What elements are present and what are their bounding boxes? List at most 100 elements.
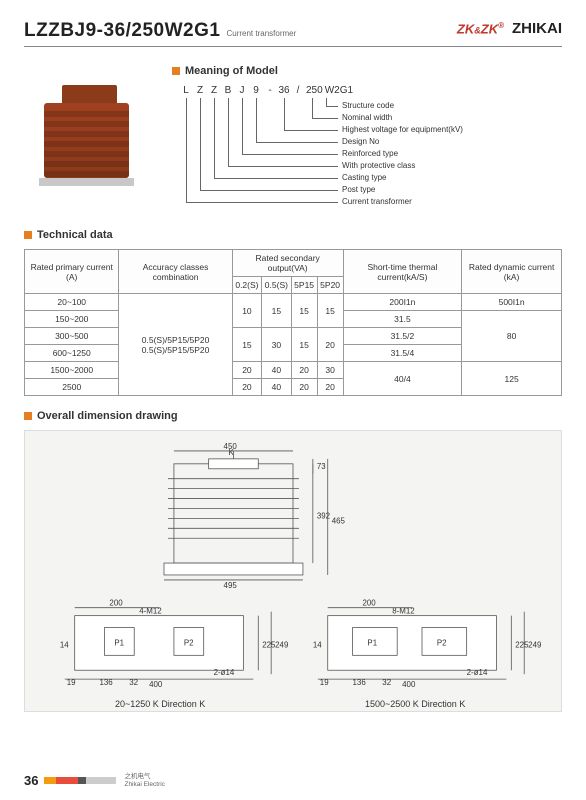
dim-14r: 14 xyxy=(313,640,322,649)
meaning-label: Design No xyxy=(342,137,379,146)
model-char: / xyxy=(292,85,304,96)
dim-465: 465 xyxy=(332,516,346,525)
dim-225r: 225 xyxy=(515,640,529,649)
dim-p1l: P1 xyxy=(114,638,124,647)
page-footer: 36 之机电气Zhikai Electric xyxy=(24,773,165,788)
table-cell: 20~100 xyxy=(25,294,119,311)
th-5p20: 5P20 xyxy=(317,277,343,294)
table-cell: 30 xyxy=(317,362,343,379)
dim-136r: 136 xyxy=(353,678,367,687)
th-dynamic: Rated dynamic current (kA) xyxy=(462,250,562,294)
caption-right: 1500~2500 K Direction K xyxy=(365,699,465,709)
table-cell: 15 xyxy=(291,294,317,328)
table-cell: 1500~2000 xyxy=(25,362,119,379)
meaning-label: Structure code xyxy=(342,101,394,110)
page-header: LZZBJ9-36/250W2G1 Current transformer ZK… xyxy=(24,20,562,47)
product-image xyxy=(24,65,154,215)
table-cell: 40 xyxy=(262,362,291,379)
dim-32r: 32 xyxy=(382,678,391,687)
model-char: B xyxy=(222,85,234,96)
dim-73: 73 xyxy=(317,462,326,471)
dim-phir: 2-ø14 xyxy=(467,668,488,677)
th-5p15: 5P15 xyxy=(291,277,317,294)
dim-p2l: P2 xyxy=(184,638,194,647)
dim-p1r: P1 xyxy=(367,638,377,647)
dim-19l: 19 xyxy=(67,678,76,687)
meaning-title: Meaning of Model xyxy=(172,65,562,77)
table-cell: 20 xyxy=(291,362,317,379)
table-cell: 20 xyxy=(317,379,343,396)
technical-table: Rated primary current (A) Accuracy class… xyxy=(24,249,562,396)
dim-400r: 400 xyxy=(402,680,416,689)
model-char: L xyxy=(180,85,192,96)
meaning-label: Current transformer xyxy=(342,197,412,206)
meaning-label: Post type xyxy=(342,185,375,194)
meaning-diagram: Structure code Nominal width Highest volta… xyxy=(180,98,562,213)
model-char: 9 xyxy=(250,85,262,96)
table-cell: 30 xyxy=(262,328,291,362)
table-cell: 15 xyxy=(291,328,317,362)
table-cell: 0.5(S)/5P15/5P20 0.5(S)/5P15/5P20 xyxy=(119,294,232,396)
th-thermal: Short-time thermal current(kA/S) xyxy=(343,250,462,294)
model-char: 36 xyxy=(278,85,290,96)
dim-249r: 249 xyxy=(528,640,542,649)
table-cell: 10 xyxy=(232,294,261,328)
table-cell: 31.5/2 xyxy=(343,328,462,345)
brand-block: ZK&ZK® ZHIKAI xyxy=(457,20,562,37)
meaning-label: With protective class xyxy=(342,161,415,170)
model-chars: LZZBJ9-36/250W2G1 xyxy=(180,85,562,96)
dim-495: 495 xyxy=(224,581,238,590)
meaning-label: Highest voltage for equipment(kV) xyxy=(342,125,463,134)
meaning-label: Nominal width xyxy=(342,113,392,122)
dimension-title: Overall dimension drawing xyxy=(24,410,562,422)
table-cell: 200I1n xyxy=(343,294,462,311)
dim-14l: 14 xyxy=(60,640,69,649)
th-02s: 0.2(S) xyxy=(232,277,261,294)
model-title: LZZBJ9-36/250W2G1 xyxy=(24,20,220,42)
th-primary: Rated primary current (A) xyxy=(25,250,119,294)
table-cell: 31.5 xyxy=(343,311,462,328)
dim-200l: 200 xyxy=(109,599,123,608)
table-cell: 20 xyxy=(232,379,261,396)
dim-225l: 225 xyxy=(262,640,276,649)
model-char: Z xyxy=(194,85,206,96)
footer-text: 之机电气Zhikai Electric xyxy=(124,773,164,787)
meaning-label: Casting type xyxy=(342,173,386,182)
table-cell: 20 xyxy=(317,328,343,362)
logo: ZK&ZK® xyxy=(457,21,504,36)
model-char: - xyxy=(264,85,276,96)
th-accuracy: Accuracy classes combination xyxy=(119,250,232,294)
dimension-drawing: K 450 495 392 465 xyxy=(24,430,562,712)
th-05s: 0.5(S) xyxy=(262,277,291,294)
table-cell: 600~1250 xyxy=(25,345,119,362)
dim-32l: 32 xyxy=(129,678,138,687)
table-cell: 15 xyxy=(232,328,261,362)
table-cell: 125 xyxy=(462,362,562,396)
table-cell: 15 xyxy=(262,294,291,328)
dim-p2r: P2 xyxy=(437,638,447,647)
meaning-label: Reinforced type xyxy=(342,149,398,158)
table-cell: 300~500 xyxy=(25,328,119,345)
model-char: 250 xyxy=(306,85,323,96)
model-char: J xyxy=(236,85,248,96)
table-cell: 31.5/4 xyxy=(343,345,462,362)
dim-200r: 200 xyxy=(362,599,376,608)
dim-249l: 249 xyxy=(275,640,289,649)
table-cell: 40/4 xyxy=(343,362,462,396)
model-char: W2G1 xyxy=(325,85,353,96)
dim-phil: 2-ø14 xyxy=(214,668,235,677)
table-cell: 15 xyxy=(317,294,343,328)
table-cell: 150~200 xyxy=(25,311,119,328)
dim-400l: 400 xyxy=(149,680,163,689)
brand-name: ZHIKAI xyxy=(512,20,562,37)
th-output-group: Rated secondary output(VA) xyxy=(232,250,343,277)
table-cell: 80 xyxy=(462,311,562,362)
table-cell: 20 xyxy=(232,362,261,379)
dim-136l: 136 xyxy=(100,678,114,687)
table-cell: 20 xyxy=(291,379,317,396)
model-char: Z xyxy=(208,85,220,96)
table-cell: 2500 xyxy=(25,379,119,396)
caption-left: 20~1250 K Direction K xyxy=(115,699,205,709)
dim-19r: 19 xyxy=(320,678,329,687)
table-cell: 500I1n xyxy=(462,294,562,311)
